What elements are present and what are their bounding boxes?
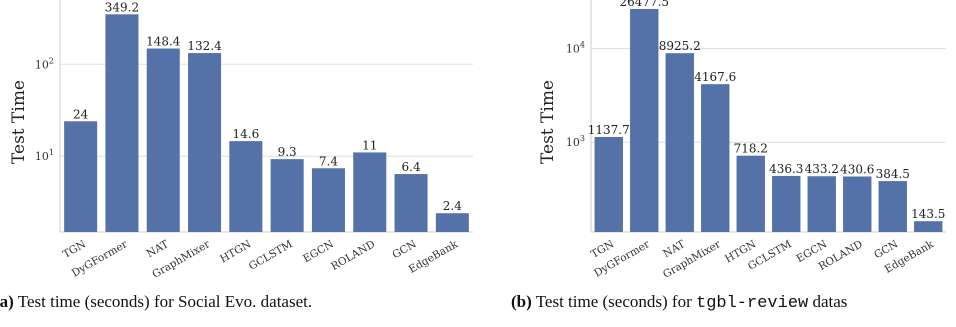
value-label: 148.4 [146,35,181,49]
value-label: 2.4 [443,199,462,213]
caption-label: (b) [511,292,532,311]
y-tick-label: 101 [35,148,54,163]
value-label: 430.6 [840,162,874,176]
category-label: ROLAND [329,238,377,273]
value-label: 436.3 [769,162,803,176]
y-tick-exponent: 1 [49,148,54,157]
bar-graphmixer [188,53,222,232]
value-label: 14.6 [232,127,259,141]
value-label: 433.2 [805,162,839,176]
bar-roland [843,176,872,232]
value-label: 384.5 [876,167,910,181]
bar-roland [353,152,387,232]
caption-social-evo: (a) Test time (seconds) for Social Evo. … [0,292,312,312]
bar-htgn [229,141,263,232]
y-tick-label: 104 [566,41,585,56]
value-label: 132.4 [187,39,222,53]
category-label: NAT [145,238,171,260]
value-label: 718.2 [734,142,768,156]
value-label: 24 [73,107,89,121]
value-label: 6.4 [402,160,421,174]
value-label: 11 [362,138,377,152]
value-label: 26477.5 [619,0,669,9]
bar-dygformer [105,14,139,232]
y-tick-label: 102 [35,56,54,71]
category-label: GCLSTM [247,238,295,273]
y-tick-exponent: 2 [49,56,54,65]
bar-egcn [311,168,345,232]
bar-tgn [64,121,98,232]
bar-dygformer [630,8,659,233]
y-tick-exponent: 3 [580,134,585,143]
value-label: 7.4 [319,154,338,168]
y-tick-base: 10 [566,136,580,149]
bar-tgn [594,136,623,232]
y-tick-exponent: 4 [580,41,585,50]
bar-htgn [736,155,765,232]
value-label: 143.5 [911,207,945,221]
y-axis-label: Test Time [9,80,29,164]
bar-egcn [807,176,836,232]
bar-gcn [878,181,907,232]
y-tick-label: 103 [566,134,585,149]
y-axis-label: Test Time [538,80,558,164]
caption-tgbl-review: (b) Test time (seconds) for tgbl-review … [511,292,847,313]
caption-text-post: datas [808,292,848,311]
y-tick-base: 10 [35,150,49,163]
bar-nat [146,48,180,232]
y-tick-base: 10 [35,58,49,71]
category-label: TGN [61,238,88,261]
bar-gcn [394,174,428,232]
bar-gclstm [270,159,304,232]
category-label: GCN [390,238,418,261]
value-label: 9.3 [278,145,297,159]
bar-nat [665,53,694,232]
y-tick-base: 10 [566,43,580,56]
value-label: 4167.6 [694,70,736,84]
bar-edgebank [914,221,943,232]
value-label: 349.2 [105,0,139,14]
caption-text-pre: Test time (seconds) for [531,292,696,311]
caption-text: Test time (seconds) for Social Evo. data… [13,292,313,311]
caption-label: (a) [0,292,14,311]
bar-gclstm [772,175,801,232]
value-label: 8925.2 [659,39,701,53]
bar-edgebank [435,213,469,232]
value-label: 1137.7 [588,123,630,137]
bar-graphmixer [701,84,730,232]
caption-dataset-code: tgbl-review [696,294,809,313]
